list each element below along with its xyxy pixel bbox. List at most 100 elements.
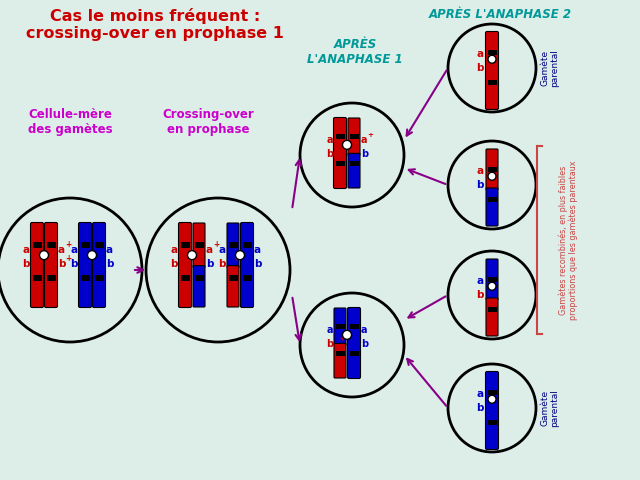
Text: b: b (477, 403, 484, 413)
Text: a: a (477, 389, 484, 399)
Bar (335, 161, 344, 166)
FancyBboxPatch shape (334, 308, 346, 346)
Text: +: + (213, 240, 220, 249)
Bar (349, 161, 358, 166)
FancyBboxPatch shape (193, 265, 205, 307)
Text: b: b (106, 259, 113, 269)
Bar (349, 324, 358, 329)
Bar (335, 324, 344, 329)
Circle shape (188, 251, 196, 260)
Text: a: a (477, 166, 484, 176)
Text: b: b (254, 259, 262, 269)
Text: a: a (206, 245, 213, 255)
FancyBboxPatch shape (227, 265, 239, 307)
Bar (47, 275, 56, 281)
Bar (488, 276, 497, 282)
Text: b: b (170, 259, 178, 269)
Bar (195, 275, 204, 281)
Bar (47, 242, 56, 248)
Text: b: b (361, 149, 368, 159)
Bar (228, 242, 237, 248)
Text: Gamète
parental: Gamète parental (540, 49, 559, 87)
Bar (488, 307, 497, 312)
FancyBboxPatch shape (486, 149, 498, 190)
Circle shape (88, 251, 97, 260)
Text: a: a (361, 325, 367, 335)
Text: +: + (490, 55, 496, 64)
Circle shape (488, 172, 496, 180)
FancyBboxPatch shape (334, 343, 346, 378)
FancyBboxPatch shape (486, 32, 499, 109)
FancyBboxPatch shape (227, 223, 239, 268)
Text: +: + (339, 336, 345, 342)
Text: a: a (58, 245, 65, 255)
Bar (33, 242, 42, 248)
Text: a: a (254, 245, 261, 255)
FancyBboxPatch shape (348, 154, 360, 188)
Bar (335, 351, 344, 356)
Circle shape (342, 140, 351, 149)
FancyBboxPatch shape (193, 223, 205, 268)
Text: Cellule-mère
des gamètes: Cellule-mère des gamètes (28, 108, 112, 136)
Circle shape (488, 282, 496, 290)
Bar (195, 242, 204, 248)
FancyBboxPatch shape (333, 118, 346, 189)
FancyBboxPatch shape (486, 298, 498, 336)
Bar (180, 275, 189, 281)
Circle shape (488, 55, 496, 63)
Text: b: b (70, 259, 78, 269)
Text: +: + (233, 253, 239, 263)
FancyBboxPatch shape (45, 223, 58, 308)
Text: a: a (23, 245, 30, 255)
Text: b: b (477, 180, 484, 190)
Text: APRÈS L'ANAPHASE 2: APRÈS L'ANAPHASE 2 (429, 8, 572, 21)
Bar (488, 420, 497, 425)
Text: b: b (477, 63, 484, 73)
Bar (488, 167, 497, 172)
FancyBboxPatch shape (179, 223, 191, 308)
Circle shape (40, 251, 49, 260)
Text: a: a (171, 245, 178, 255)
Bar (81, 275, 90, 281)
Bar (81, 242, 90, 248)
Text: +: + (37, 253, 44, 263)
Circle shape (488, 395, 496, 403)
Text: +: + (367, 132, 373, 138)
Bar (488, 196, 497, 202)
Bar (33, 275, 42, 281)
Text: a: a (71, 245, 78, 255)
Text: b: b (58, 259, 65, 269)
Bar (488, 49, 497, 55)
Circle shape (236, 251, 244, 260)
FancyBboxPatch shape (486, 188, 498, 226)
Bar (488, 80, 497, 85)
Text: +: + (339, 146, 345, 152)
Text: +: + (490, 41, 496, 50)
Bar (349, 351, 358, 356)
Bar (335, 134, 344, 139)
Bar (95, 242, 104, 248)
Text: +: + (490, 282, 496, 291)
Text: b: b (361, 339, 368, 349)
Bar (228, 275, 237, 281)
FancyBboxPatch shape (348, 308, 360, 379)
Bar (349, 134, 358, 139)
Text: Gamète
parental: Gamète parental (540, 389, 559, 427)
Text: a: a (106, 245, 113, 255)
Bar (243, 242, 252, 248)
Text: APRÈS
L'ANAPHASE 1: APRÈS L'ANAPHASE 1 (307, 38, 403, 66)
Bar (180, 242, 189, 248)
Bar (243, 275, 252, 281)
FancyBboxPatch shape (486, 259, 498, 300)
Text: +: + (65, 240, 71, 249)
Text: a: a (326, 325, 333, 335)
Text: +: + (37, 240, 44, 249)
FancyBboxPatch shape (93, 223, 106, 308)
FancyBboxPatch shape (348, 118, 360, 156)
Text: +: + (185, 253, 191, 263)
Text: a: a (477, 276, 484, 286)
Text: a: a (361, 135, 367, 145)
FancyBboxPatch shape (31, 223, 44, 308)
FancyBboxPatch shape (486, 372, 499, 449)
Text: Gamètes recombinés, en plus faibles
proportions que les gamètes parentaux: Gamètes recombinés, en plus faibles prop… (558, 160, 579, 320)
